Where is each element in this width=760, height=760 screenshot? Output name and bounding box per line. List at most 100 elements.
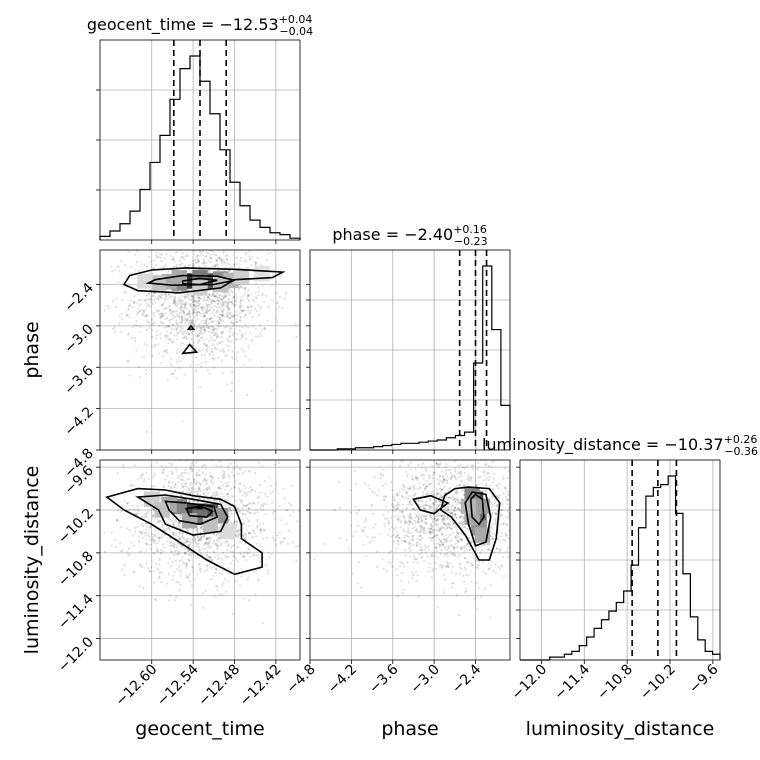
scatter-point <box>174 251 177 254</box>
scatter-point <box>252 502 255 505</box>
scatter-point <box>150 298 153 301</box>
scatter-point <box>245 495 248 498</box>
scatter-point <box>231 513 234 516</box>
scatter-point <box>145 298 148 301</box>
scatter-point <box>247 294 250 297</box>
scatter-point <box>229 301 232 304</box>
scatter-point <box>460 514 463 518</box>
scatter-point <box>143 513 146 516</box>
scatter-point <box>225 305 228 308</box>
scatter-point <box>434 561 437 564</box>
scatter-point <box>229 314 232 317</box>
scatter-point <box>186 576 189 579</box>
scatter-point <box>213 346 217 349</box>
scatter-point <box>138 530 141 533</box>
scatter-point <box>418 457 420 459</box>
scatter-point <box>405 531 408 534</box>
scatter-point <box>465 543 468 546</box>
scatter-point <box>246 305 250 308</box>
scatter-point <box>490 501 493 504</box>
scatter-point <box>495 505 498 508</box>
scatter-point <box>171 258 174 261</box>
scatter-point <box>220 584 224 587</box>
scatter-point <box>179 478 183 482</box>
scatter-point <box>422 491 425 494</box>
scatter-point <box>188 322 191 326</box>
scatter-point <box>206 488 209 491</box>
scatter-point <box>152 581 156 584</box>
scatter-point <box>170 470 173 473</box>
scatter-point <box>176 567 179 570</box>
scatter-point <box>165 466 168 469</box>
scatter-point <box>524 524 526 526</box>
scatter-point <box>194 320 197 323</box>
scatter-point <box>200 298 203 301</box>
x-tick-label: −12.42 <box>237 662 285 710</box>
scatter-point <box>159 551 162 554</box>
scatter-point <box>214 543 217 546</box>
scatter-point <box>193 487 196 490</box>
scatter-point <box>211 325 214 328</box>
scatter-point <box>413 493 416 497</box>
scatter-point <box>123 290 126 293</box>
scatter-point <box>162 235 164 237</box>
scatter-point <box>210 578 213 581</box>
scatter-point <box>443 554 446 557</box>
scatter-point <box>222 476 225 479</box>
scatter-point <box>273 517 276 520</box>
scatter-point <box>212 299 215 303</box>
scatter-point <box>465 590 468 593</box>
scatter-point <box>406 491 409 494</box>
scatter-point <box>462 526 466 529</box>
scatter-point <box>197 325 200 328</box>
scatter-point <box>518 493 520 495</box>
scatter-point <box>202 315 205 318</box>
scatter-point <box>198 487 201 490</box>
scatter-point <box>459 538 462 541</box>
scatter-point <box>135 261 139 264</box>
scatter-point <box>224 295 227 298</box>
scatter-point <box>193 478 196 481</box>
scatter-point <box>427 548 430 551</box>
scatter-point <box>455 533 459 536</box>
scatter-point <box>178 538 181 541</box>
scatter-point <box>430 528 433 531</box>
scatter-point <box>260 335 263 338</box>
scatter-point <box>124 314 128 317</box>
scatter-point <box>184 482 188 485</box>
scatter-point <box>445 495 448 499</box>
scatter-point <box>246 266 249 269</box>
scatter-point <box>158 312 161 316</box>
scatter-point <box>146 305 149 308</box>
scatter-point <box>403 529 406 533</box>
scatter-point <box>194 261 197 264</box>
scatter-point <box>430 492 433 495</box>
scatter-point <box>193 300 196 303</box>
scatter-point <box>500 523 503 526</box>
scatter-point <box>192 310 195 313</box>
scatter-point <box>222 251 225 255</box>
scatter-point <box>208 539 211 542</box>
hist-panel-geocent_time <box>96 39 301 241</box>
scatter-point <box>432 517 435 520</box>
scatter-point <box>396 517 399 520</box>
scatter-point <box>436 505 439 508</box>
scatter-point <box>159 313 162 316</box>
scatter-point <box>231 559 234 562</box>
scatter-point <box>224 488 227 492</box>
scatter-point <box>233 480 237 483</box>
scatter-point <box>190 333 193 336</box>
scatter-point <box>423 529 426 532</box>
scatter-point <box>141 522 144 526</box>
scatter-point <box>149 548 152 551</box>
scatter-point <box>146 314 149 317</box>
panel-frame <box>309 249 511 451</box>
scatter-point <box>246 309 250 312</box>
scatter-point <box>227 306 230 309</box>
scatter-point <box>433 498 436 501</box>
scatter-point <box>141 565 144 569</box>
scatter-point <box>133 571 136 574</box>
scatter-point <box>451 514 454 517</box>
scatter-point <box>189 353 192 356</box>
scatter-point <box>203 315 206 318</box>
